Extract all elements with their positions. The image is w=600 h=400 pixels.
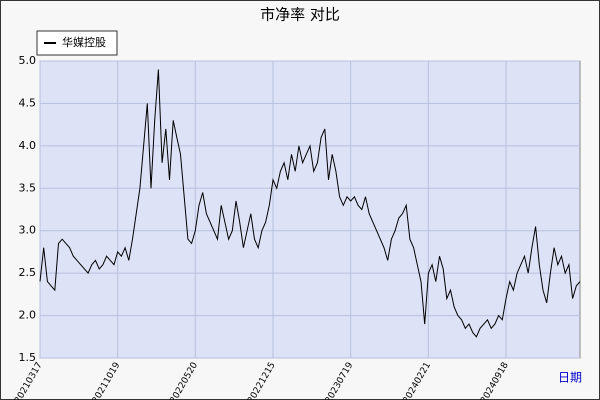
- y-tick-label: 1.5: [19, 351, 37, 364]
- chart-title: 市净率 对比: [260, 6, 340, 24]
- y-tick-label: 2.5: [19, 266, 37, 279]
- y-tick-label: 4.0: [19, 139, 37, 152]
- line: [39, 69, 581, 338]
- y-tick-label: 2.0: [19, 309, 37, 322]
- y-tick-label: 3.0: [19, 224, 37, 237]
- legend-label: 华媒控股: [62, 35, 106, 49]
- y-tick-label: 5.0: [19, 54, 37, 67]
- x-axis-label: 日期: [558, 371, 582, 385]
- plot-area: [39, 60, 581, 359]
- y-tick-label: 3.5: [19, 181, 37, 194]
- y-tick-label: 4.5: [19, 96, 37, 109]
